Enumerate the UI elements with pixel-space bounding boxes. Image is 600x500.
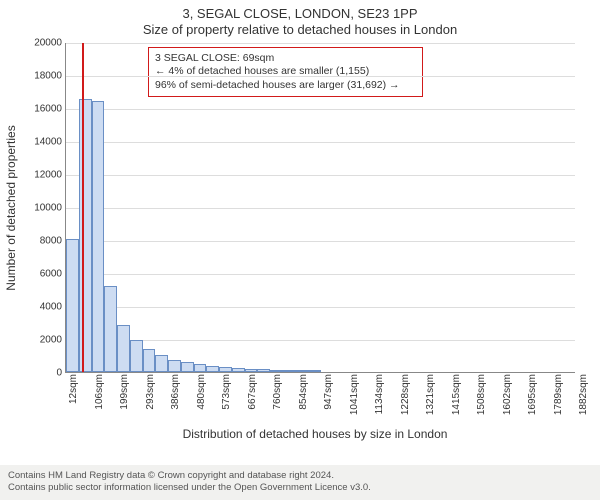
gridline-h (66, 307, 575, 308)
x-tick-label: 1415sqm (449, 372, 462, 415)
histogram-bar (283, 370, 296, 372)
gridline-h (66, 76, 575, 77)
gridline-h (66, 175, 575, 176)
histogram-bar (104, 286, 117, 372)
x-tick-label: 760sqm (270, 372, 283, 410)
histogram-bar (206, 366, 219, 372)
x-tick-label: 1134sqm (372, 372, 385, 414)
histogram-bar (232, 368, 245, 372)
gridline-h (66, 142, 575, 143)
y-tick-label: 12000 (34, 169, 66, 180)
y-tick-label: 10000 (34, 202, 66, 213)
histogram-bar (155, 355, 168, 371)
histogram-bar (194, 364, 207, 371)
histogram-bar (143, 349, 156, 371)
gridline-h (66, 241, 575, 242)
histogram-bar (117, 325, 130, 371)
histogram-bar (219, 367, 232, 371)
x-tick-label: 1508sqm (474, 372, 487, 415)
histogram-bar (308, 370, 321, 372)
y-tick-label: 18000 (34, 70, 66, 81)
attribution-line-1: Contains HM Land Registry data © Crown c… (8, 470, 592, 482)
x-tick-label: 1228sqm (398, 372, 411, 415)
y-axis-label: Number of detached properties (4, 125, 18, 290)
y-tick-label: 0 (56, 367, 66, 378)
x-tick-label: 199sqm (117, 372, 130, 410)
x-tick-label: 293sqm (143, 372, 156, 410)
histogram-bar (168, 360, 181, 372)
histogram-bar (181, 362, 194, 371)
y-tick-label: 8000 (40, 235, 66, 246)
callout-box: 3 SEGAL CLOSE: 69sqm ← 4% of detached ho… (148, 47, 423, 98)
callout-line-1: 3 SEGAL CLOSE: 69sqm (155, 52, 416, 66)
histogram-bar (66, 239, 79, 372)
histogram-bar (257, 369, 270, 371)
x-tick-label: 667sqm (245, 372, 258, 410)
x-tick-label: 12sqm (66, 372, 79, 404)
x-tick-label: 1321sqm (423, 372, 436, 415)
x-tick-label: 1041sqm (347, 372, 360, 415)
x-axis-label: Distribution of detached houses by size … (60, 427, 570, 441)
y-tick-label: 6000 (40, 268, 66, 279)
gridline-h (66, 208, 575, 209)
x-tick-label: 1789sqm (551, 372, 564, 415)
x-tick-label: 1695sqm (525, 372, 538, 415)
plot-area: 3 SEGAL CLOSE: 69sqm ← 4% of detached ho… (65, 43, 575, 373)
x-tick-label: 386sqm (168, 372, 181, 410)
x-tick-label: 947sqm (321, 372, 334, 410)
histogram-bar (130, 340, 143, 371)
marker-line (82, 43, 84, 372)
y-tick-label: 2000 (40, 334, 66, 345)
x-tick-label: 106sqm (92, 372, 105, 410)
title-line-2: Size of property relative to detached ho… (0, 22, 600, 38)
callout-line-2: ← 4% of detached houses are smaller (1,1… (155, 65, 416, 79)
y-tick-label: 20000 (34, 37, 66, 48)
chart-title-block: 3, SEGAL CLOSE, LONDON, SE23 1PP Size of… (0, 0, 600, 39)
x-tick-label: 1882sqm (576, 372, 589, 415)
attribution-line-2: Contains public sector information licen… (8, 482, 592, 494)
y-tick-label: 14000 (34, 136, 66, 147)
callout-line-3: 96% of semi-detached houses are larger (… (155, 79, 416, 93)
x-tick-label: 1602sqm (500, 372, 513, 415)
gridline-h (66, 109, 575, 110)
gridline-h (66, 274, 575, 275)
attribution-footer: Contains HM Land Registry data © Crown c… (0, 465, 600, 500)
title-line-1: 3, SEGAL CLOSE, LONDON, SE23 1PP (0, 6, 600, 22)
y-tick-label: 16000 (34, 103, 66, 114)
histogram-bar (92, 101, 105, 372)
chart-area: Number of detached properties 3 SEGAL CL… (5, 43, 595, 425)
x-tick-label: 480sqm (194, 372, 207, 410)
x-tick-label: 573sqm (219, 372, 232, 410)
gridline-h (66, 43, 575, 44)
y-tick-label: 4000 (40, 301, 66, 312)
x-tick-label: 854sqm (296, 372, 309, 410)
